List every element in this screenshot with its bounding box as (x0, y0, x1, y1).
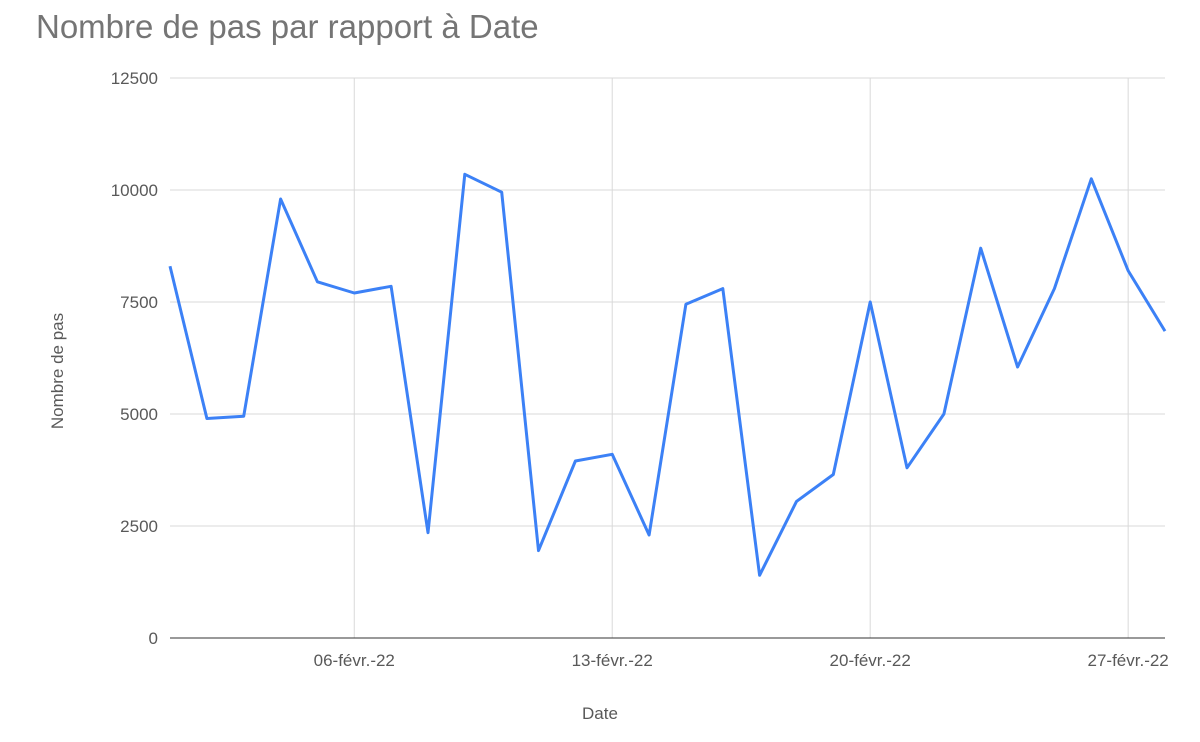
x-tick-label: 27-févr.-22 (1088, 651, 1169, 670)
y-tick-label: 7500 (120, 293, 158, 312)
y-tick-label: 0 (149, 629, 158, 648)
line-chart: 0 2500 5000 7500 10000 12500 06-févr.-22 13-fév… (0, 0, 1200, 742)
y-tick-label: 12500 (111, 69, 158, 88)
x-tick-label: 06-févr.-22 (314, 651, 395, 670)
data-line (170, 174, 1165, 575)
x-tick-label: 13-févr.-22 (572, 651, 653, 670)
y-tick-label: 5000 (120, 405, 158, 424)
x-tick-label: 20-févr.-22 (830, 651, 911, 670)
y-tick-label: 2500 (120, 517, 158, 536)
y-tick-label: 10000 (111, 181, 158, 200)
